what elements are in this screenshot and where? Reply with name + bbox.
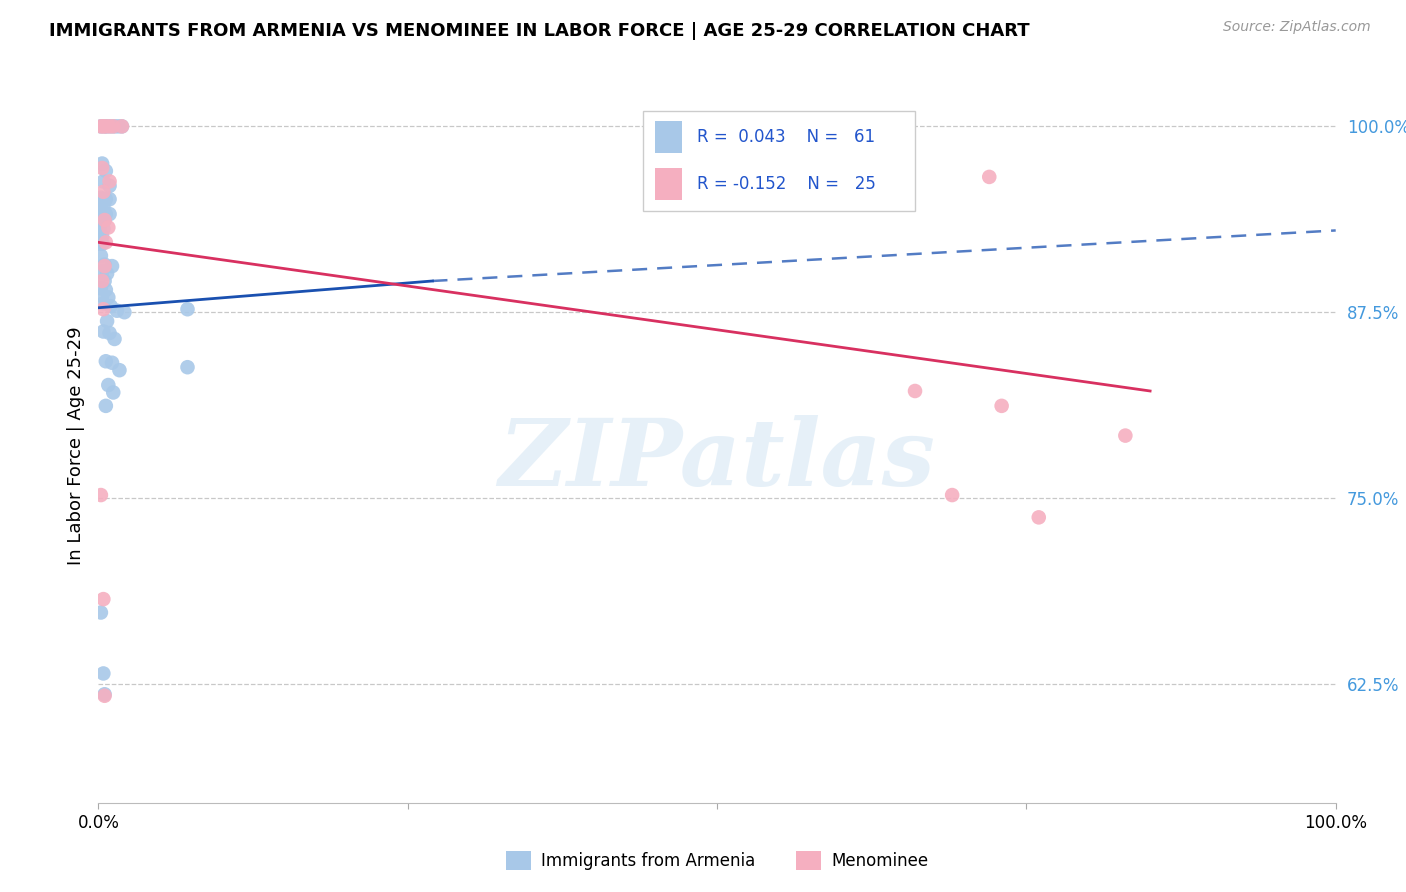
- Point: [96, 314, 118, 328]
- Point: [98, 326, 121, 340]
- Point: [90, 606, 112, 620]
- Point: [91, 207, 114, 221]
- Text: R =  0.043    N =   61: R = 0.043 N = 61: [697, 128, 876, 146]
- Point: [100, 299, 122, 313]
- Point: [93, 592, 115, 607]
- Point: [90, 200, 112, 214]
- Point: [91, 236, 114, 251]
- Point: [91, 265, 114, 279]
- Point: [89, 227, 111, 242]
- Point: [107, 120, 129, 134]
- Text: IMMIGRANTS FROM ARMENIA VS MENOMINEE IN LABOR FORCE | AGE 25-29 CORRELATION CHAR: IMMIGRANTS FROM ARMENIA VS MENOMINEE IN …: [49, 22, 1029, 40]
- Point: [101, 259, 124, 273]
- Point: [96, 267, 118, 281]
- Text: R = -0.152    N =   25: R = -0.152 N = 25: [697, 175, 876, 193]
- Point: [93, 120, 115, 134]
- Point: [103, 120, 125, 134]
- Legend: Immigrants from Armenia, Menominee: Immigrants from Armenia, Menominee: [499, 844, 935, 877]
- Point: [108, 363, 131, 377]
- Text: Source: ZipAtlas.com: Source: ZipAtlas.com: [1223, 20, 1371, 34]
- FancyBboxPatch shape: [643, 111, 915, 211]
- Point: [93, 325, 115, 339]
- Point: [176, 302, 198, 317]
- Point: [93, 192, 115, 206]
- Bar: [655, 168, 682, 200]
- Point: [91, 274, 114, 288]
- Point: [90, 120, 112, 134]
- Point: [97, 290, 120, 304]
- Point: [93, 666, 115, 681]
- Point: [979, 169, 1001, 184]
- Point: [101, 356, 124, 370]
- Point: [98, 207, 121, 221]
- Point: [103, 385, 125, 400]
- Point: [105, 303, 128, 318]
- Point: [94, 283, 117, 297]
- Point: [90, 488, 112, 502]
- Point: [90, 120, 112, 134]
- Point: [94, 399, 117, 413]
- Point: [842, 120, 865, 134]
- Point: [91, 289, 114, 303]
- Point: [103, 120, 125, 134]
- Point: [111, 120, 134, 134]
- Point: [1114, 428, 1136, 442]
- Point: [93, 689, 115, 703]
- Point: [93, 222, 115, 236]
- Point: [93, 259, 115, 273]
- Point: [97, 220, 120, 235]
- Point: [91, 161, 114, 175]
- Point: [94, 207, 117, 221]
- Point: [1028, 510, 1050, 524]
- Point: [93, 274, 115, 288]
- Point: [93, 296, 115, 310]
- Point: [98, 192, 121, 206]
- Y-axis label: In Labor Force | Age 25-29: In Labor Force | Age 25-29: [66, 326, 84, 566]
- Point: [93, 258, 115, 272]
- Point: [904, 384, 927, 398]
- Text: ZIPatlas: ZIPatlas: [499, 416, 935, 505]
- Point: [93, 302, 115, 317]
- Point: [90, 249, 112, 263]
- Point: [111, 120, 134, 134]
- Point: [93, 174, 115, 188]
- Point: [94, 120, 117, 134]
- Point: [94, 164, 117, 178]
- Point: [98, 120, 121, 134]
- Point: [90, 281, 112, 295]
- Point: [98, 174, 121, 188]
- Point: [98, 178, 121, 193]
- Point: [90, 191, 112, 205]
- Point: [89, 220, 111, 235]
- Point: [100, 120, 122, 134]
- Point: [990, 399, 1012, 413]
- Point: [89, 205, 111, 219]
- Bar: [655, 121, 682, 153]
- Point: [112, 305, 135, 319]
- Point: [94, 235, 117, 250]
- Point: [93, 185, 115, 199]
- Point: [93, 687, 115, 701]
- Point: [89, 213, 111, 227]
- Point: [941, 488, 963, 502]
- Point: [94, 192, 117, 206]
- Point: [93, 213, 115, 227]
- Point: [89, 236, 111, 251]
- Point: [91, 229, 114, 244]
- Point: [93, 213, 115, 227]
- Point: [97, 378, 120, 392]
- Point: [93, 120, 115, 134]
- Point: [91, 156, 114, 170]
- Point: [91, 214, 114, 228]
- Point: [96, 120, 118, 134]
- Point: [103, 332, 125, 346]
- Point: [176, 360, 198, 375]
- Point: [93, 200, 115, 214]
- Point: [94, 354, 117, 368]
